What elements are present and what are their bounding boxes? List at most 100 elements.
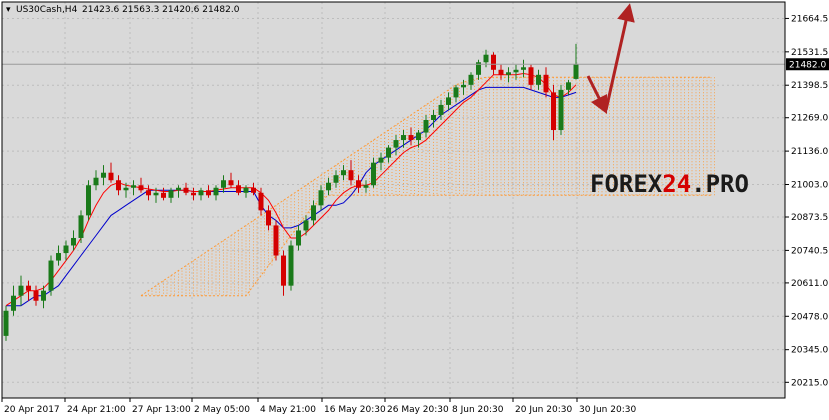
candle-body	[341, 170, 346, 176]
candle-body	[281, 255, 286, 286]
candle-body	[273, 225, 279, 256]
x-tick-label: 8 Jun 20:30	[452, 405, 504, 415]
candle-body	[453, 87, 459, 98]
y-tick-label: 20478.0	[791, 312, 828, 322]
candle-body	[423, 119, 429, 133]
candle-body	[416, 132, 421, 141]
candle-body	[551, 92, 556, 131]
candle-body	[438, 104, 444, 115]
candle-body	[468, 74, 474, 85]
candle-body	[513, 69, 519, 73]
y-tick-label: 20215.0	[791, 378, 828, 388]
candle-body	[476, 62, 481, 75]
candle-body	[251, 187, 256, 193]
candle-body	[123, 187, 129, 191]
candle-body	[78, 215, 84, 238]
candle-body	[521, 67, 526, 70]
y-tick-label: 21136.0	[791, 147, 828, 157]
candle-body	[461, 84, 466, 88]
chart-ohlc: 21423.6 21563.3 21420.6 21482.0	[82, 5, 240, 15]
candle-body	[63, 245, 69, 254]
candle-body	[378, 157, 384, 163]
y-tick-label: 21269.0	[791, 114, 828, 124]
candle-body	[528, 67, 534, 85]
candle-body	[176, 187, 181, 191]
candle-body	[558, 89, 564, 131]
candle-body	[48, 260, 54, 291]
candle-body	[326, 182, 331, 191]
candle-body	[431, 114, 436, 120]
x-tick-label: 2 May 05:00	[194, 405, 250, 415]
candle-body	[146, 190, 151, 196]
candle-body	[101, 172, 106, 178]
candle-body	[348, 170, 354, 181]
candle-body	[221, 180, 226, 188]
x-tick-label: 4 May 21:00	[260, 405, 316, 415]
chart-header-icon: ▾	[6, 5, 11, 15]
arrow-down-annotation	[586, 75, 608, 115]
watermark-logo: FOREX24.PRO	[590, 170, 749, 198]
candle-body	[318, 190, 324, 206]
y-tick-label: 21531.5	[791, 48, 828, 58]
candle-body	[168, 190, 174, 198]
candle-body	[401, 135, 406, 141]
tenkan-sen-line	[5, 72, 577, 307]
candle-body	[288, 245, 294, 286]
x-tick-label: 16 May 20:30	[324, 405, 386, 415]
candle-body	[266, 210, 271, 226]
chart-symbol: US30Cash,H4	[16, 5, 78, 15]
candle-body	[26, 285, 31, 291]
candle-body	[483, 54, 489, 63]
candle-body	[566, 82, 571, 90]
x-tick-label: 20 Jun 20:30	[515, 405, 572, 415]
candle-body	[56, 253, 61, 261]
senkou-span-a-line	[140, 76, 711, 297]
candle-body	[356, 180, 361, 188]
x-tick-label: 26 May 20:30	[387, 405, 449, 415]
candle-body	[71, 237, 76, 246]
x-tick-label: 24 Apr 21:00	[67, 405, 126, 415]
candle-body	[311, 205, 316, 221]
candle-body	[11, 295, 16, 311]
y-tick-label: 20873.5	[791, 213, 828, 223]
candle-body	[191, 192, 196, 196]
senkou-span-b-line	[141, 194, 711, 297]
candle-body	[33, 290, 39, 301]
candle-body	[363, 185, 369, 188]
candle-body	[198, 190, 204, 196]
candle-body	[3, 310, 9, 336]
candle-body	[108, 172, 114, 181]
candles	[3, 43, 579, 341]
candle-body	[303, 220, 309, 231]
candle-body	[236, 185, 241, 193]
x-tick-label: 30 Jun 20:30	[579, 405, 636, 415]
x-tick-label: 27 Apr 13:00	[132, 405, 191, 415]
plot-frame	[1, 1, 786, 399]
y-tick-label: 21664.5	[791, 14, 828, 24]
candle-body	[131, 185, 136, 188]
candle-body	[506, 72, 511, 75]
candle-body	[446, 97, 451, 105]
current-price-label: 21482.0	[789, 60, 826, 70]
current-price-badge	[786, 58, 829, 71]
plot-area	[2, 2, 785, 398]
candle-body	[408, 135, 414, 141]
y-tick-label: 20740.5	[791, 246, 828, 256]
candle-body	[536, 74, 541, 85]
x-tick-label: 20 Apr 2017	[4, 405, 60, 415]
candle-body	[206, 190, 211, 196]
candle-body	[213, 187, 219, 196]
candle-body	[86, 185, 91, 216]
candle-body	[243, 187, 249, 193]
candle-body	[491, 54, 496, 70]
arrow-up-annotation	[604, 3, 635, 111]
candle-body	[296, 230, 301, 246]
candle-body	[93, 177, 99, 186]
y-tick-label: 21003.0	[791, 180, 828, 190]
candle-body	[153, 192, 159, 196]
candle-body	[573, 64, 579, 79]
ichimoku-cloud	[148, 77, 715, 296]
candle-body	[183, 187, 189, 193]
